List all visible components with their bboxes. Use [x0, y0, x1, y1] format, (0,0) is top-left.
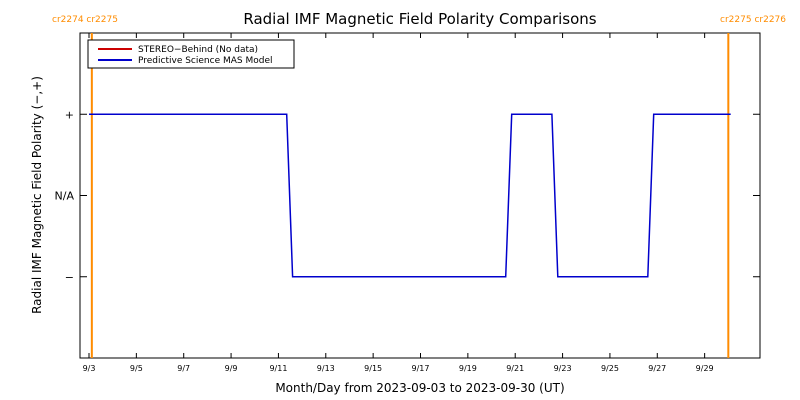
x-tick-label: 9/17 [412, 364, 430, 373]
x-tick-label: 9/25 [601, 364, 619, 373]
carrington-markers: cr2274 cr2275 cr2275 cr2276 [52, 15, 786, 358]
y-axis-label: Radial IMF Magnetic Field Polarity (−,+) [30, 76, 44, 314]
legend-entry-label: Predictive Science MAS Model [138, 56, 273, 66]
x-tick-label: 9/3 [83, 364, 96, 373]
x-tick-label: 9/5 [130, 364, 143, 373]
series-line-mas-model [89, 113, 731, 278]
x-axis-label: Month/Day from 2023-09-03 to 2023-09-30 … [275, 381, 564, 395]
plot-area-frame [79, 32, 761, 359]
x-axis-ticks: 9/3 9/5 9/7 9/9 9/11 9/13 9/15 9/17 9/19 9/21 9/23… [83, 33, 714, 373]
x-tick-label: 9/21 [506, 364, 524, 373]
y-axis-ticks: + N/A − [55, 108, 760, 284]
carrington-marker-label: cr2274 cr2275 [52, 15, 118, 25]
series-lines [89, 113, 731, 278]
x-tick-label: 9/27 [648, 364, 666, 373]
carrington-marker-label: cr2275 cr2276 [720, 15, 786, 25]
x-tick-label: 9/15 [364, 364, 382, 373]
x-tick-label: 9/11 [269, 364, 287, 373]
legend-entry-label: STEREO−Behind (No data) [138, 45, 258, 55]
legend: STEREO−Behind (No data)Predictive Scienc… [87, 39, 295, 69]
x-tick-label: 9/7 [177, 364, 190, 373]
y-tick-label: N/A [55, 190, 75, 203]
x-tick-label: 9/9 [225, 364, 238, 373]
chart-title: Radial IMF Magnetic Field Polarity Compa… [243, 10, 596, 28]
y-tick-label: − [65, 271, 74, 284]
x-tick-label: 9/23 [554, 364, 572, 373]
x-tick-label: 9/29 [696, 364, 714, 373]
y-tick-label: + [65, 108, 74, 121]
legend-box [87, 39, 295, 69]
x-tick-label: 9/13 [317, 364, 335, 373]
x-tick-label: 9/19 [459, 364, 477, 373]
